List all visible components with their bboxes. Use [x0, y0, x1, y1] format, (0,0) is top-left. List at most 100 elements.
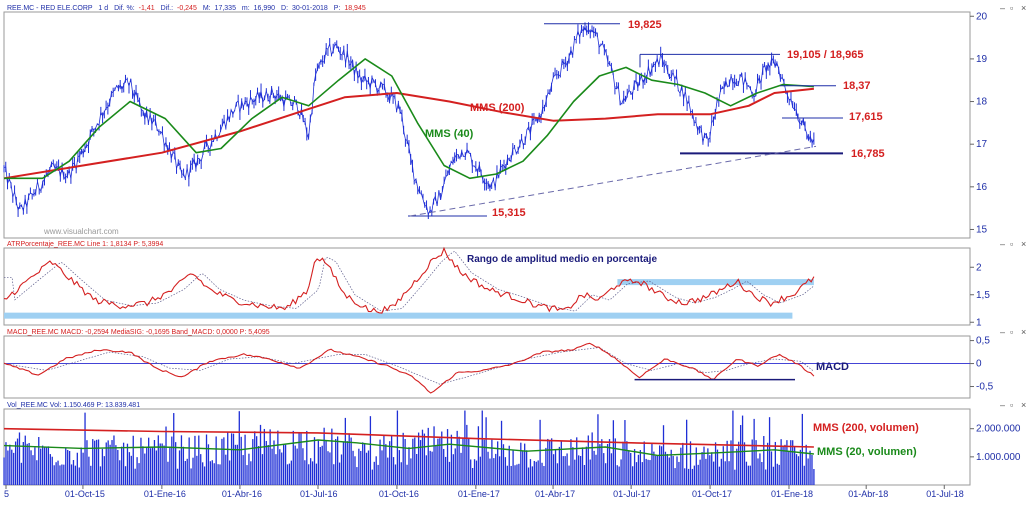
close-icon[interactable]: ×: [1021, 400, 1026, 410]
x-axis-label: 01-Jul-16: [300, 489, 338, 499]
minimize-icon[interactable]: –: [1000, 327, 1005, 337]
volume-bar: [20, 462, 23, 485]
minimize-icon[interactable]: –: [1000, 3, 1005, 13]
volume-bar: [768, 417, 771, 485]
volume-bar: [470, 459, 472, 485]
x-axis-label: 01-Oct-15: [65, 489, 105, 499]
volume-bar: [739, 425, 742, 485]
volume-bar: [441, 431, 443, 485]
volume-bar: [240, 436, 242, 485]
volume-panel-title: Vol_REE.MC Vol: 1.150.469 P: 13.839.481: [7, 402, 140, 409]
volume-bar: [95, 439, 98, 485]
volume-bar: [49, 454, 51, 485]
macd-caption: MACD: [816, 361, 849, 373]
volume-bar: [165, 426, 167, 485]
volume-bar: [562, 456, 564, 485]
volume-bar: [734, 469, 736, 485]
volume-bar: [148, 437, 150, 485]
volume-bar: [342, 441, 345, 485]
close-icon[interactable]: ×: [1021, 239, 1026, 249]
volume-bar: [790, 440, 792, 485]
volume-bar: [377, 464, 379, 485]
volume-bar: [674, 468, 676, 485]
volume-bar: [180, 435, 183, 485]
volume-bar: [242, 455, 244, 485]
macd-axis-label: 0: [976, 359, 982, 370]
volume-bar: [757, 458, 759, 485]
volume-panel-controls: – ▫ ×: [1000, 400, 1026, 410]
volume-bar: [78, 467, 80, 485]
volume-bar: [379, 439, 381, 485]
minimize-icon[interactable]: –: [1000, 400, 1005, 410]
volume-bar: [385, 444, 387, 485]
volume-bar: [514, 465, 516, 485]
volume-bar: [273, 440, 275, 485]
volume-bar: [743, 442, 746, 485]
volume-bar: [51, 456, 53, 485]
volume-bar: [738, 441, 740, 485]
close-icon[interactable]: ×: [1021, 3, 1026, 13]
volume-bar: [435, 445, 437, 485]
x-axis-label: 01-Jul-17: [613, 489, 651, 499]
price-line: [3, 25, 815, 216]
macd-panel-title: MACD_REE.MC MACD: -0,2594 MediaSIG: -0,1…: [7, 329, 270, 336]
volume-bar: [618, 466, 620, 485]
volume-bar: [680, 447, 682, 485]
annotation-16-785: 16,785: [851, 148, 885, 160]
volume-axis-label: 1.000.000: [976, 452, 1021, 463]
maximize-icon[interactable]: ▫: [1010, 3, 1013, 13]
volume-bar: [68, 450, 71, 485]
volume-bar: [682, 442, 684, 485]
maximize-icon[interactable]: ▫: [1010, 239, 1013, 249]
close-icon[interactable]: ×: [1021, 327, 1026, 337]
volume-bar: [254, 431, 256, 485]
volume-bar: [410, 458, 412, 485]
macd-signal-line: [3, 347, 815, 385]
volume-bar: [554, 450, 557, 485]
volume-bar: [647, 459, 649, 485]
volume-bar: [306, 430, 308, 485]
volume-bar: [171, 436, 173, 485]
volume-bar: [759, 453, 761, 485]
volume-bar: [109, 444, 111, 485]
volume-bar: [516, 464, 518, 485]
volume-bar: [298, 432, 300, 485]
volume-bar: [9, 444, 11, 485]
volume-bar: [705, 458, 707, 485]
volume-bar: [612, 420, 615, 485]
volume-bar: [581, 447, 584, 485]
x-axis-label: 01-Jul-18: [926, 489, 964, 499]
volume-bar: [751, 439, 753, 485]
volume-bar: [186, 458, 188, 485]
volume-bar: [589, 459, 591, 485]
volume-bar: [227, 432, 229, 485]
volume-bar: [113, 435, 115, 485]
volume-bar: [136, 457, 138, 485]
maximize-icon[interactable]: ▫: [1010, 327, 1013, 337]
volume-bar: [446, 429, 449, 485]
volume-bar: [502, 444, 505, 485]
volume-bar: [423, 433, 426, 485]
volume-bar: [620, 459, 622, 485]
volume-bar: [398, 450, 400, 485]
volume-bar: [703, 446, 705, 485]
maximize-icon[interactable]: ▫: [1010, 400, 1013, 410]
minimize-icon[interactable]: –: [1000, 239, 1005, 249]
volume-bar: [350, 437, 352, 485]
volume-bar: [452, 454, 454, 485]
volume-bar: [414, 437, 416, 485]
volume-bar: [277, 430, 279, 485]
volume-bar: [229, 460, 231, 485]
annotation-17-615: 17,615: [849, 111, 883, 123]
volume-axis-label: 2.000.000: [976, 424, 1021, 435]
volume-bar: [462, 438, 464, 485]
volume-bar: [670, 449, 672, 485]
volume-bar: [317, 440, 320, 485]
volume-bar: [59, 465, 61, 485]
volume-bar: [616, 465, 618, 485]
volume-bar: [603, 453, 605, 485]
volume-bar: [225, 454, 227, 485]
volume-bar: [728, 461, 730, 485]
volume-bar: [327, 451, 329, 485]
annotation-18-37: 18,37: [843, 80, 871, 92]
